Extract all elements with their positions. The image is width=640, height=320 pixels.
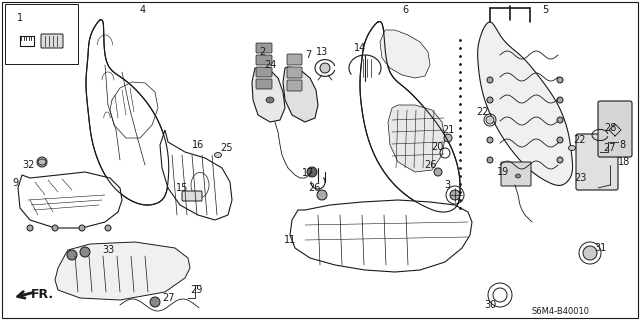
Text: 28: 28 [604, 123, 616, 133]
FancyBboxPatch shape [287, 80, 302, 91]
FancyBboxPatch shape [256, 79, 272, 89]
Text: 11: 11 [284, 235, 296, 245]
Circle shape [487, 137, 493, 143]
Text: 13: 13 [316, 47, 328, 57]
Circle shape [434, 168, 442, 176]
Text: 1: 1 [17, 13, 23, 23]
Bar [5, 4, 78, 64]
FancyBboxPatch shape [598, 101, 632, 157]
Circle shape [583, 246, 597, 260]
Text: 18: 18 [618, 157, 630, 167]
Text: 4: 4 [140, 5, 146, 15]
Circle shape [557, 97, 563, 103]
Text: 9: 9 [12, 178, 18, 188]
Text: 6: 6 [402, 5, 408, 15]
Text: 27: 27 [604, 143, 616, 153]
Circle shape [52, 225, 58, 231]
Circle shape [317, 190, 327, 200]
Circle shape [79, 225, 85, 231]
Polygon shape [252, 68, 285, 122]
Text: S6M4-B40010: S6M4-B40010 [531, 307, 589, 316]
FancyBboxPatch shape [41, 34, 63, 48]
Text: 2: 2 [259, 47, 265, 57]
Text: 26: 26 [424, 160, 436, 170]
Circle shape [557, 77, 563, 83]
Text: 26: 26 [308, 183, 320, 193]
Text: 15: 15 [176, 183, 188, 193]
Text: 22: 22 [476, 107, 488, 117]
FancyBboxPatch shape [576, 134, 618, 190]
Circle shape [67, 250, 77, 260]
Circle shape [487, 77, 493, 83]
Ellipse shape [486, 116, 494, 124]
FancyBboxPatch shape [256, 67, 272, 77]
FancyBboxPatch shape [287, 54, 302, 65]
Circle shape [450, 190, 460, 200]
Circle shape [37, 157, 47, 167]
Text: 27: 27 [162, 293, 174, 303]
Circle shape [27, 225, 33, 231]
Text: 30: 30 [484, 300, 496, 310]
Ellipse shape [515, 174, 520, 178]
Circle shape [150, 297, 160, 307]
Text: 25: 25 [220, 143, 232, 153]
FancyBboxPatch shape [256, 43, 272, 53]
Circle shape [557, 137, 563, 143]
Polygon shape [380, 30, 430, 78]
Text: 3: 3 [444, 180, 450, 190]
Polygon shape [360, 21, 460, 212]
FancyBboxPatch shape [182, 191, 202, 201]
Circle shape [557, 117, 563, 123]
Text: 21: 21 [442, 125, 454, 135]
Circle shape [80, 247, 90, 257]
Circle shape [444, 134, 452, 142]
Polygon shape [55, 242, 190, 300]
Circle shape [307, 167, 317, 177]
Circle shape [320, 63, 330, 73]
Text: 22: 22 [573, 135, 586, 145]
Polygon shape [18, 172, 122, 228]
Polygon shape [388, 105, 445, 172]
Text: 5: 5 [542, 5, 548, 15]
FancyBboxPatch shape [501, 162, 531, 186]
Text: 24: 24 [264, 60, 276, 70]
Circle shape [487, 117, 493, 123]
Text: 32: 32 [22, 160, 34, 170]
Text: 8: 8 [619, 140, 625, 150]
Circle shape [487, 157, 493, 163]
FancyBboxPatch shape [256, 55, 272, 65]
Polygon shape [477, 22, 573, 185]
Circle shape [557, 157, 563, 163]
Text: 33: 33 [102, 245, 114, 255]
Polygon shape [160, 130, 232, 220]
FancyBboxPatch shape [287, 67, 302, 78]
Text: 31: 31 [594, 243, 606, 253]
Circle shape [105, 225, 111, 231]
Polygon shape [283, 67, 318, 122]
Text: 29: 29 [190, 285, 202, 295]
Text: 7: 7 [305, 50, 311, 60]
Text: 20: 20 [431, 142, 443, 152]
Text: 16: 16 [192, 140, 204, 150]
Polygon shape [86, 20, 169, 205]
Text: FR.: FR. [31, 289, 54, 301]
Circle shape [487, 97, 493, 103]
Text: 14: 14 [354, 43, 366, 53]
Ellipse shape [266, 97, 274, 103]
Ellipse shape [214, 153, 221, 157]
Text: 17: 17 [302, 168, 314, 178]
Ellipse shape [568, 146, 575, 150]
Polygon shape [290, 200, 472, 272]
Text: 19: 19 [497, 167, 509, 177]
Text: 23: 23 [574, 173, 586, 183]
